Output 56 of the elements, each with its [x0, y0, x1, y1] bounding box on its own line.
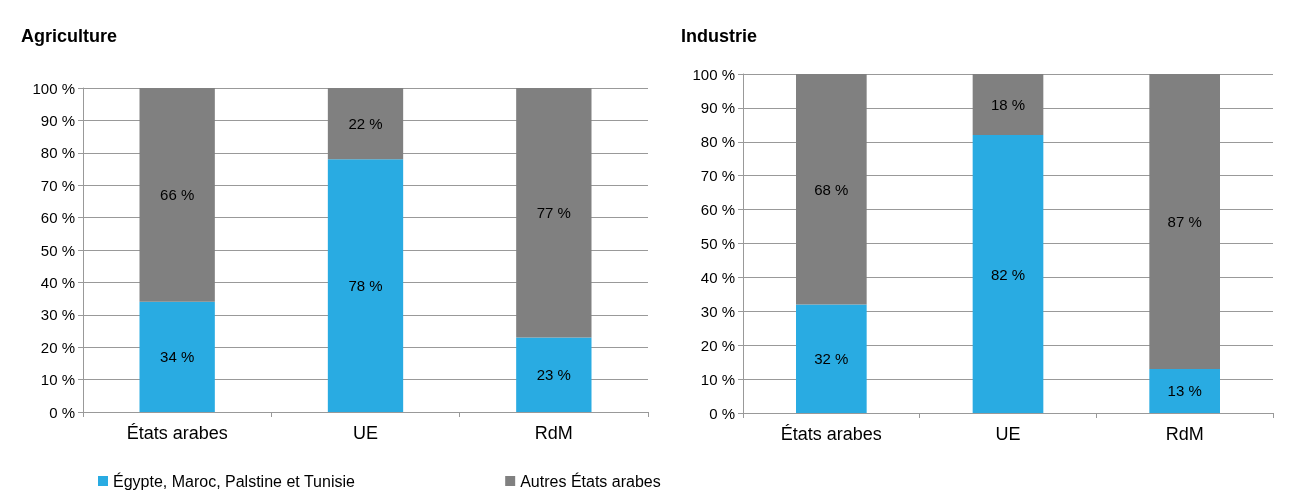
bar [139, 88, 215, 302]
y-tick-label: 0 % [49, 403, 75, 421]
bar [139, 301, 215, 412]
data-label: 82 % [990, 265, 1026, 283]
data-label: 32 % [814, 350, 849, 368]
y-tick-label: 90 % [700, 99, 735, 117]
y-tick-label: 50 % [700, 235, 735, 252]
data-label: 78 % [348, 277, 383, 295]
y-tick-label: 40 % [40, 273, 75, 291]
y-tick-label: 30 % [700, 302, 735, 320]
chart-title: Industrie [681, 26, 758, 46]
y-tick-label: 80 % [40, 144, 75, 162]
y-tick-label: 50 % [40, 241, 75, 259]
legend-label: Égypte, Maroc, Palstine et Tunisie [113, 471, 355, 490]
data-label: 13 % [1167, 382, 1202, 400]
y-tick-label: 40 % [700, 268, 735, 286]
data-label: 18 % [990, 96, 1026, 114]
y-tick-label: 70 % [40, 176, 75, 194]
y-tick-label: 100 % [32, 79, 75, 97]
y-tick-label: 30 % [40, 306, 75, 324]
x-tick-label: RdM [534, 423, 573, 443]
y-tick-label: 70 % [700, 167, 735, 185]
x-tick-label: UE [352, 423, 379, 443]
y-tick-label: 60 % [40, 209, 75, 227]
y-tick-label: 20 % [700, 336, 735, 354]
x-tick-label: États arabes [780, 424, 882, 444]
data-label: 22 % [348, 115, 383, 133]
bar [1149, 74, 1220, 369]
data-label: 23 % [536, 366, 571, 384]
bar [327, 159, 404, 412]
bar [972, 135, 1044, 413]
y-tick-label: 90 % [40, 111, 75, 129]
bar [796, 74, 867, 305]
data-label: 77 % [536, 204, 571, 222]
bar [516, 337, 592, 412]
x-tick-label: RdM [1165, 424, 1204, 444]
legend-label: Autres États arabes [520, 471, 661, 490]
y-tick-label: 0 % [709, 404, 735, 422]
x-tick-label: États arabes [126, 423, 228, 443]
bar [327, 88, 404, 160]
y-tick-label: 10 % [700, 370, 735, 388]
y-tick-label: 60 % [700, 201, 735, 219]
data-label: 87 % [1167, 212, 1202, 230]
data-label: 66 % [160, 186, 195, 204]
x-tick-label: UE [995, 424, 1021, 444]
chart-title: Agriculture [21, 26, 118, 46]
y-tick-label: 100 % [692, 65, 735, 83]
bar [1149, 368, 1220, 413]
data-label: 68 % [814, 180, 849, 198]
data-label: 34 % [160, 348, 195, 366]
y-tick-label: 20 % [40, 338, 75, 356]
bar [796, 304, 867, 413]
bar [972, 74, 1044, 136]
y-tick-label: 80 % [700, 133, 735, 151]
bar [516, 88, 592, 338]
y-tick-label: 10 % [40, 371, 75, 389]
